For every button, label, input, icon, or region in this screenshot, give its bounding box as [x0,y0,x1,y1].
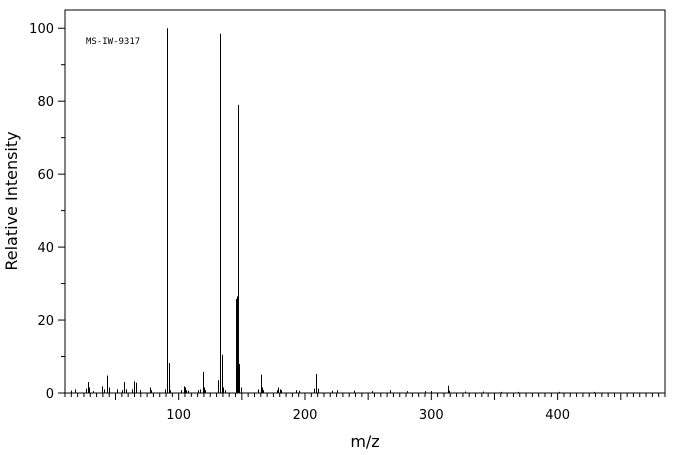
spectrum-annotation: MS-IW-9317 [86,37,140,47]
y-tick-label: 40 [37,241,54,256]
y-tick-label: 0 [46,387,54,402]
x-axis-ticks: 100 200 300 400 [64,393,666,423]
plot-frame [64,9,666,394]
x-tick-label: 300 [419,408,444,423]
y-axis-ticks: 0 20 40 60 80 100 [29,22,65,402]
spectrum-peaks [71,28,595,393]
y-tick-label: 20 [37,314,54,329]
x-tick-label: 100 [166,408,191,423]
y-tick-label: 60 [37,168,54,183]
x-tick-label: 200 [293,408,318,423]
y-tick-label: 100 [29,22,54,37]
x-axis-title: m/z [350,432,379,451]
y-tick-label: 80 [37,95,54,110]
y-axis-title: Relative Intensity [2,131,21,270]
x-tick-label: 400 [545,408,570,423]
